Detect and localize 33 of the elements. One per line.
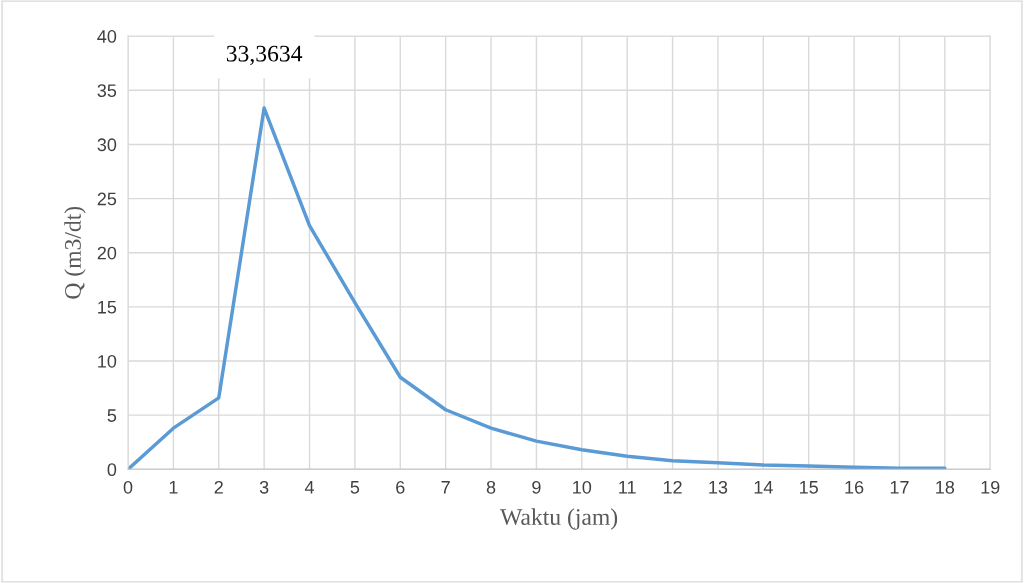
x-tick-label: 13: [709, 480, 728, 494]
x-axis-title: Waktu (jam): [500, 508, 618, 530]
y-tick-label: 15: [98, 301, 117, 314]
x-tick-label: 0: [123, 480, 133, 494]
x-tick-label: 6: [396, 480, 405, 494]
y-tick-label: 10: [98, 354, 117, 368]
y-tick-label: 35: [97, 84, 117, 98]
x-tick-label: 14: [754, 481, 773, 494]
x-tick-label: 16: [845, 480, 864, 494]
x-tick-label: 1: [169, 481, 178, 494]
x-tick-label: 17: [890, 481, 909, 494]
y-tick-label: 25: [97, 192, 117, 206]
y-tick-label: 20: [97, 246, 117, 260]
x-tick-label: 18: [936, 480, 955, 494]
y-tick-label: 30: [97, 138, 117, 152]
x-tick-label: 9: [532, 480, 541, 494]
x-tick-label: 11: [619, 481, 636, 494]
y-tick-label: 5: [107, 409, 117, 422]
y-tick-label: 0: [107, 463, 117, 477]
x-tick-label: 3: [259, 480, 269, 494]
x-tick-label: 12: [663, 480, 682, 494]
x-tick-label: 19: [981, 480, 1000, 494]
x-tick-label: 15: [800, 481, 818, 494]
annotation: 33,3634: [226, 45, 303, 65]
x-tick-label: 8: [486, 480, 496, 494]
x-tick-label: 10: [573, 480, 592, 494]
x-tick-label: 2: [214, 480, 223, 494]
x-tick-label: 7: [441, 481, 450, 494]
x-tick-label: 4: [304, 481, 315, 494]
x-tick-label: 5: [350, 481, 360, 494]
y-axis-title: Q (m3/dt): [64, 206, 86, 299]
line-series: [128, 106, 947, 470]
y-tick-label: 40: [97, 30, 117, 43]
